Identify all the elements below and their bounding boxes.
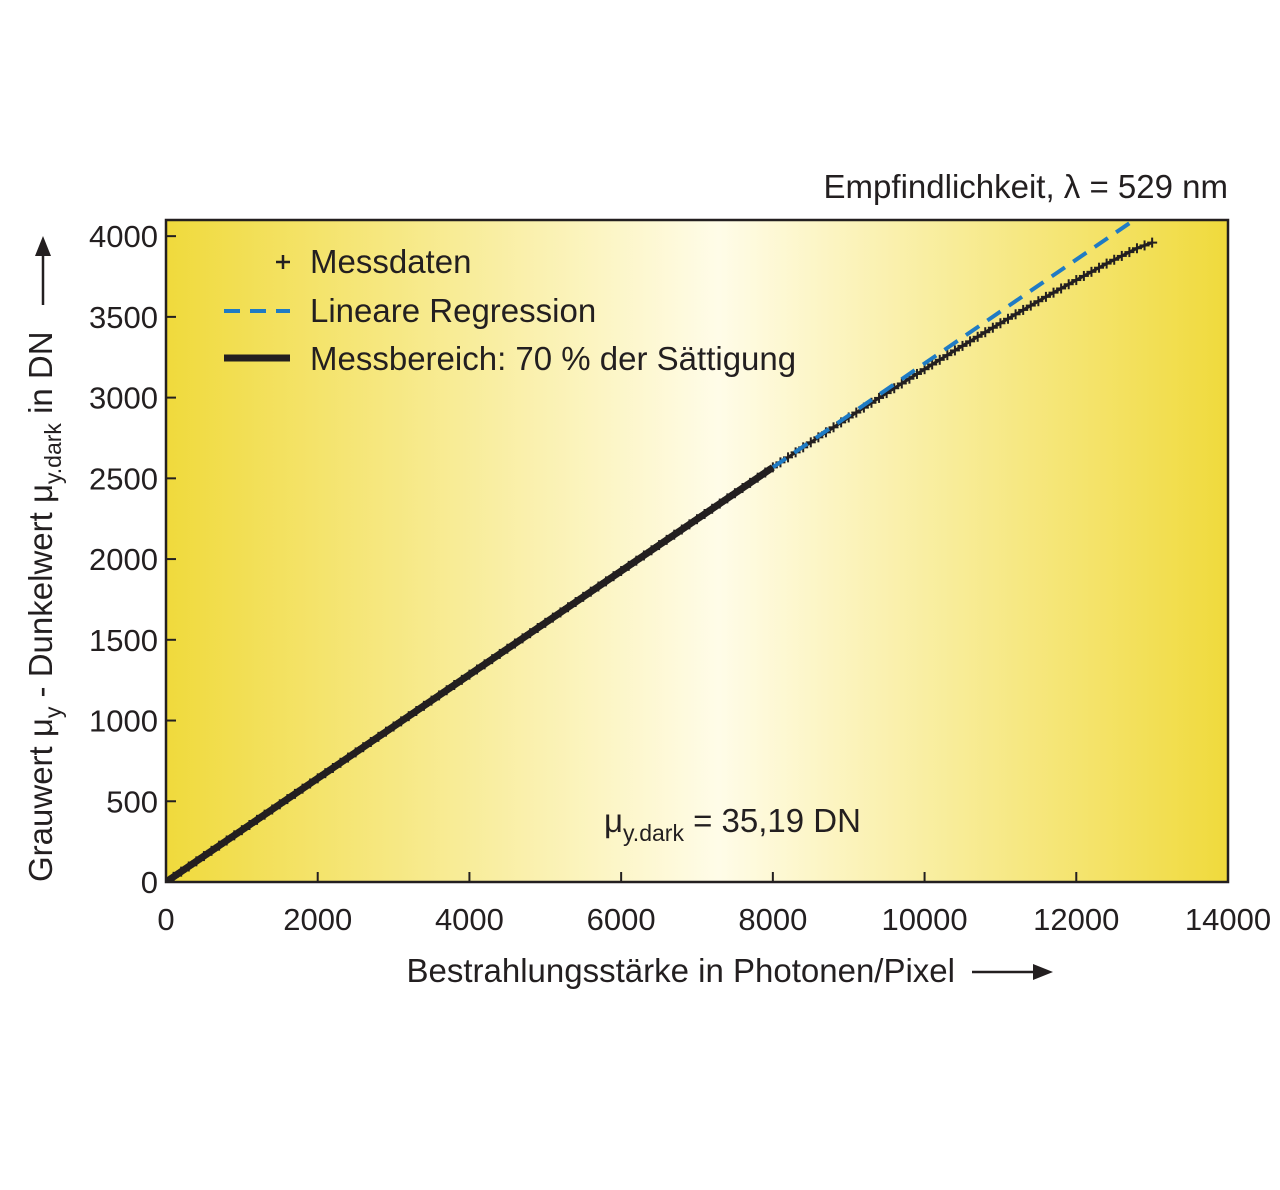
data-point	[934, 354, 945, 365]
legend-label-messbereich: Messbereich: 70 % der Sättigung	[310, 340, 796, 377]
x-tick-label: 12000	[1033, 902, 1119, 937]
legend-item-messbereich: Messbereich: 70 % der Sättigung	[224, 340, 796, 377]
y-ticks: 0 500 1000 1500 2000 2500 3000 3500 4000	[89, 219, 176, 900]
dark-value-annotation: μy.dark = 35,19 DN	[604, 802, 861, 846]
x-tick-label: 2000	[283, 902, 352, 937]
data-point	[1071, 275, 1082, 286]
x-axis-arrow	[972, 964, 1053, 980]
x-ticks: 0 2000 4000 6000 8000 10000 12000 14000	[157, 872, 1271, 937]
data-point	[1056, 283, 1067, 294]
data-point	[1147, 237, 1158, 248]
legend-item-regression: Lineare Regression	[224, 292, 596, 329]
y-axis-label: Grauwert μy - Dunkelwert μy.dark in DN	[22, 331, 66, 882]
data-point	[927, 359, 938, 370]
data-point	[965, 336, 976, 347]
y-tick-label: 3500	[89, 300, 158, 335]
data-point	[1101, 258, 1112, 269]
legend-item-messdaten: Messdaten	[276, 243, 471, 280]
data-point	[874, 392, 885, 403]
x-tick-label: 14000	[1185, 902, 1271, 937]
y-tick-label: 1500	[89, 623, 158, 658]
y-tick-label: 2000	[89, 542, 158, 577]
legend-label-messdaten: Messdaten	[310, 243, 471, 280]
y-axis-arrow	[35, 236, 51, 305]
data-point	[987, 322, 998, 333]
x-tick-label: 6000	[587, 902, 656, 937]
data-point	[1116, 250, 1127, 261]
y-tick-label: 0	[141, 865, 158, 900]
data-point	[942, 350, 953, 361]
data-point	[1131, 243, 1142, 254]
y-tick-label: 500	[106, 784, 158, 819]
data-point	[1040, 291, 1051, 302]
data-point	[1086, 266, 1097, 277]
legend-marker-plus	[276, 255, 290, 269]
data-point	[1124, 247, 1135, 258]
data-point	[980, 327, 991, 338]
chart-title: Empfindlichkeit, λ = 529 nm	[824, 168, 1228, 205]
regression-line	[771, 221, 1131, 470]
data-point	[957, 340, 968, 351]
plot-frame	[164, 218, 1230, 884]
data-point	[1048, 287, 1059, 298]
y-tick-label: 2500	[89, 461, 158, 496]
data-point	[1078, 270, 1089, 281]
x-axis-label: Bestrahlungsstärke in Photonen/Pixel	[407, 952, 956, 989]
data-point	[1063, 279, 1074, 290]
data-point	[972, 331, 983, 342]
data-point	[1003, 313, 1014, 324]
messbereich-line	[166, 464, 775, 882]
data-point	[1109, 254, 1120, 265]
y-tick-label: 3000	[89, 381, 158, 416]
data-point	[828, 422, 839, 433]
y-tick-label: 4000	[89, 219, 158, 254]
plot-area	[166, 220, 1228, 882]
data-point	[1018, 304, 1029, 315]
data-point	[911, 368, 922, 379]
data-point	[851, 407, 862, 418]
x-tick-label: 0	[157, 902, 174, 937]
data-point	[1094, 262, 1105, 273]
legend: Messdaten Lineare Regression Messbereich…	[224, 243, 796, 377]
data-point	[1033, 296, 1044, 307]
data-point	[1139, 240, 1150, 251]
data-point	[1025, 300, 1036, 311]
data-point	[949, 345, 960, 356]
x-tick-label: 10000	[881, 902, 967, 937]
x-tick-label: 8000	[738, 902, 807, 937]
data-point	[995, 318, 1006, 329]
data-point	[896, 378, 907, 389]
data-point	[805, 437, 816, 448]
legend-label-regression: Lineare Regression	[310, 292, 596, 329]
data-point	[1010, 309, 1021, 320]
series-layer	[166, 221, 1158, 882]
x-tick-label: 4000	[435, 902, 504, 937]
y-tick-label: 1000	[89, 704, 158, 739]
